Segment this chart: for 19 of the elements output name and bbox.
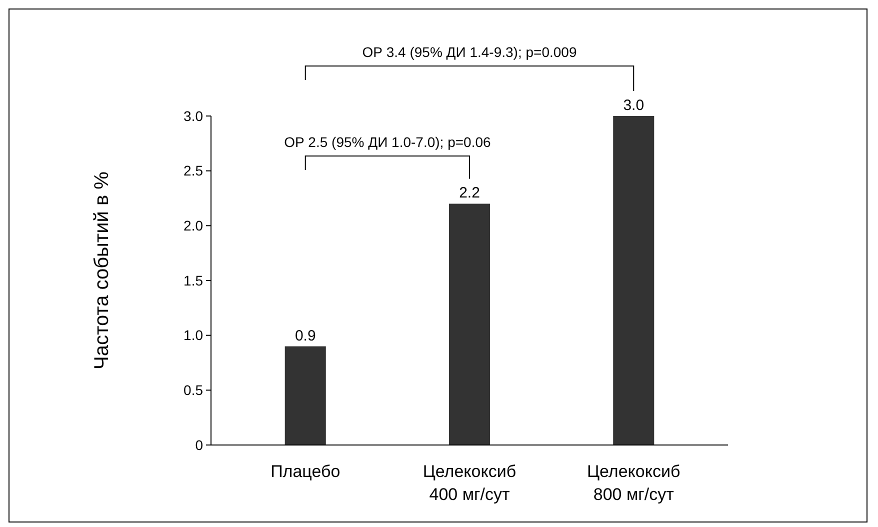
- bar: [448, 204, 490, 445]
- y-tick-label: 2.0: [184, 218, 204, 234]
- y-tick-label: 3.0: [184, 108, 204, 124]
- y-tick-label: 1.5: [184, 272, 204, 288]
- y-axis-title: Частота событий в %: [91, 171, 113, 370]
- bar: [613, 116, 654, 445]
- y-tick-label: 0: [195, 436, 204, 453]
- bar: [284, 346, 326, 445]
- data-label: 2.2: [459, 184, 480, 202]
- y-tick-label: 0.5: [184, 382, 204, 398]
- text: ОР 3.4 (95% ДИ 1.4-9.3); p=0.009: [362, 44, 577, 60]
- annotation: ОР 2.5 (95% ДИ 1.0-7.0); p=0.06: [284, 134, 492, 150]
- y-tick-label: 1.0: [184, 327, 204, 344]
- data-label: 0.9: [294, 327, 316, 344]
- x-tick-label: Плацебо: [270, 462, 340, 481]
- x-tick-label: Целекоксиб 400 мг/сут: [422, 462, 516, 504]
- y-tick-label: 2.5: [184, 162, 204, 179]
- x-tick-label: Целекоксиб 800 мг/сут: [586, 462, 681, 504]
- data-label: 3.0: [623, 97, 644, 114]
